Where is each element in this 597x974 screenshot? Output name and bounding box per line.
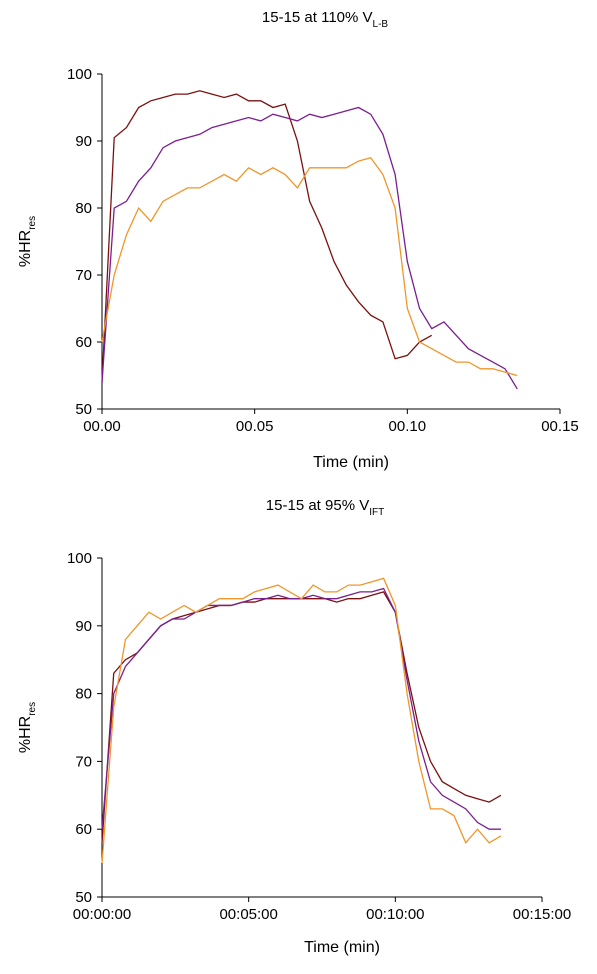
- y-tick-label: 70: [75, 753, 92, 770]
- x-tick-label: 00.15: [541, 418, 579, 435]
- title-text: 15-15 at 95% V: [266, 497, 369, 514]
- chart-title: 15-15 at 95% VIFT: [266, 497, 384, 518]
- chart: 15-15 at 110% VL-B 50 60 70 80 90 100 00.00 00.0…: [17, 9, 579, 471]
- data-line: [101, 157, 518, 377]
- y-label-text: %HR: [17, 716, 34, 753]
- data-line: [101, 587, 501, 830]
- x-tick-label: 00.00: [83, 418, 121, 435]
- y-tick-label: 80: [75, 686, 92, 703]
- y-tick-label: 80: [75, 200, 92, 217]
- data-line: [101, 577, 502, 864]
- title-text: 15-15 at 110% V: [262, 9, 373, 26]
- y-label-text: %HR: [17, 230, 34, 267]
- x-tick-label: 00:10:00: [366, 906, 424, 923]
- y-label-subscript: res: [27, 702, 38, 716]
- data-line: [101, 591, 502, 843]
- x-tick-label: 00:00:00: [73, 906, 131, 923]
- y-axis-label: %HRres: [17, 216, 38, 267]
- title-subscript: L-B: [373, 19, 389, 30]
- y-tick-label: 60: [75, 821, 92, 838]
- title-subscript: IFT: [369, 507, 384, 518]
- chart: 15-15 at 95% VIFT 50 60 70 80 90 100 00:00:00 00…: [17, 497, 571, 956]
- y-axis-label: %HRres: [17, 702, 38, 753]
- data-line: [101, 106, 518, 390]
- y-tick-label: 100: [67, 66, 92, 83]
- x-axis-label: Time (min): [313, 454, 389, 471]
- y-tick-label: 50: [75, 401, 92, 418]
- y-tick-label: 100: [67, 550, 92, 567]
- x-tick-label: 00:05:00: [219, 906, 277, 923]
- y-tick-label: 90: [75, 133, 92, 150]
- x-tick-label: 00:15:00: [513, 906, 571, 923]
- data-line: [101, 90, 433, 383]
- x-tick-label: 00.05: [236, 418, 274, 435]
- x-axis-label: Time (min): [304, 939, 380, 956]
- chart-title: 15-15 at 110% VL-B: [262, 9, 389, 30]
- y-label-subscript: res: [27, 216, 38, 230]
- x-tick-label: 00.10: [389, 418, 427, 435]
- y-tick-label: 50: [75, 889, 92, 906]
- y-tick-label: 60: [75, 334, 92, 351]
- y-tick-label: 90: [75, 618, 92, 635]
- y-tick-label: 70: [75, 267, 92, 284]
